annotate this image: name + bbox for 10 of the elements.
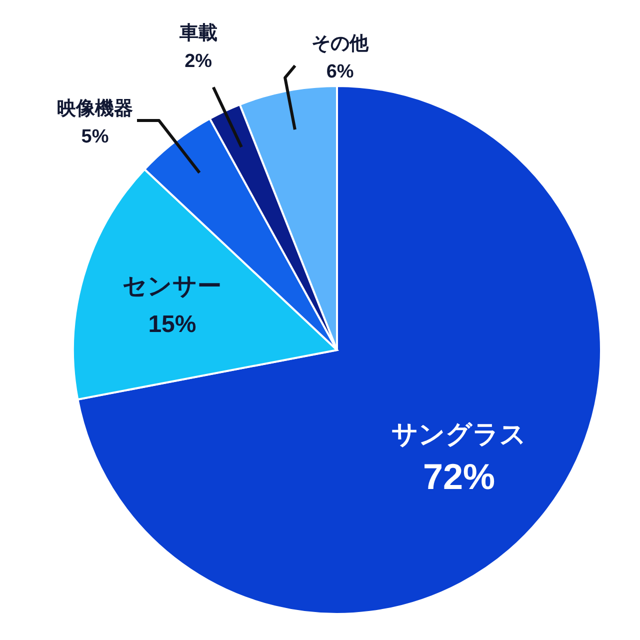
slice-label: 映像機器: [57, 98, 134, 120]
data-label: 6%: [326, 62, 354, 83]
slice-label: その他: [312, 34, 370, 55]
slice-label: 車載: [178, 22, 218, 44]
slice-label: サングラス: [392, 418, 527, 449]
data-label: 72%: [423, 456, 496, 497]
slice-label: センサー: [122, 273, 222, 300]
data-label: 5%: [81, 126, 109, 148]
data-label: 2%: [184, 51, 212, 72]
data-label: 15%: [148, 311, 196, 338]
